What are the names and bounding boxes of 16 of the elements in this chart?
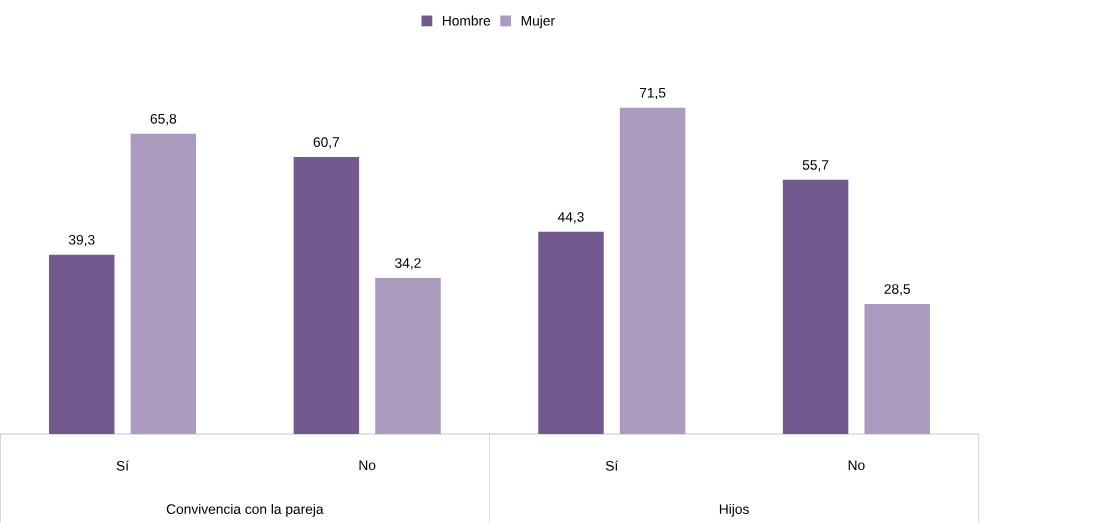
data-label: 71,5 [639, 87, 666, 100]
data-label: 28,5 [884, 284, 910, 296]
text: Hijos [719, 503, 749, 517]
legend-label: Mujer [521, 15, 555, 29]
legend-label: Hombre [442, 15, 491, 26]
data-label: 39,3 [68, 234, 95, 247]
x-tick-label: Sí [116, 460, 129, 471]
x-tick-label: No [848, 460, 865, 470]
data-label: 34,2 [395, 258, 421, 270]
text: Convivencia con la pareja [166, 503, 324, 517]
data-label: 44,3 [557, 212, 584, 224]
data-label: 65,8 [150, 113, 177, 126]
x-tick-label: No [359, 460, 376, 470]
x-tick-label: Sí [605, 460, 619, 471]
data-label: 60,7 [313, 137, 340, 149]
data-label: 55,7 [802, 160, 829, 172]
